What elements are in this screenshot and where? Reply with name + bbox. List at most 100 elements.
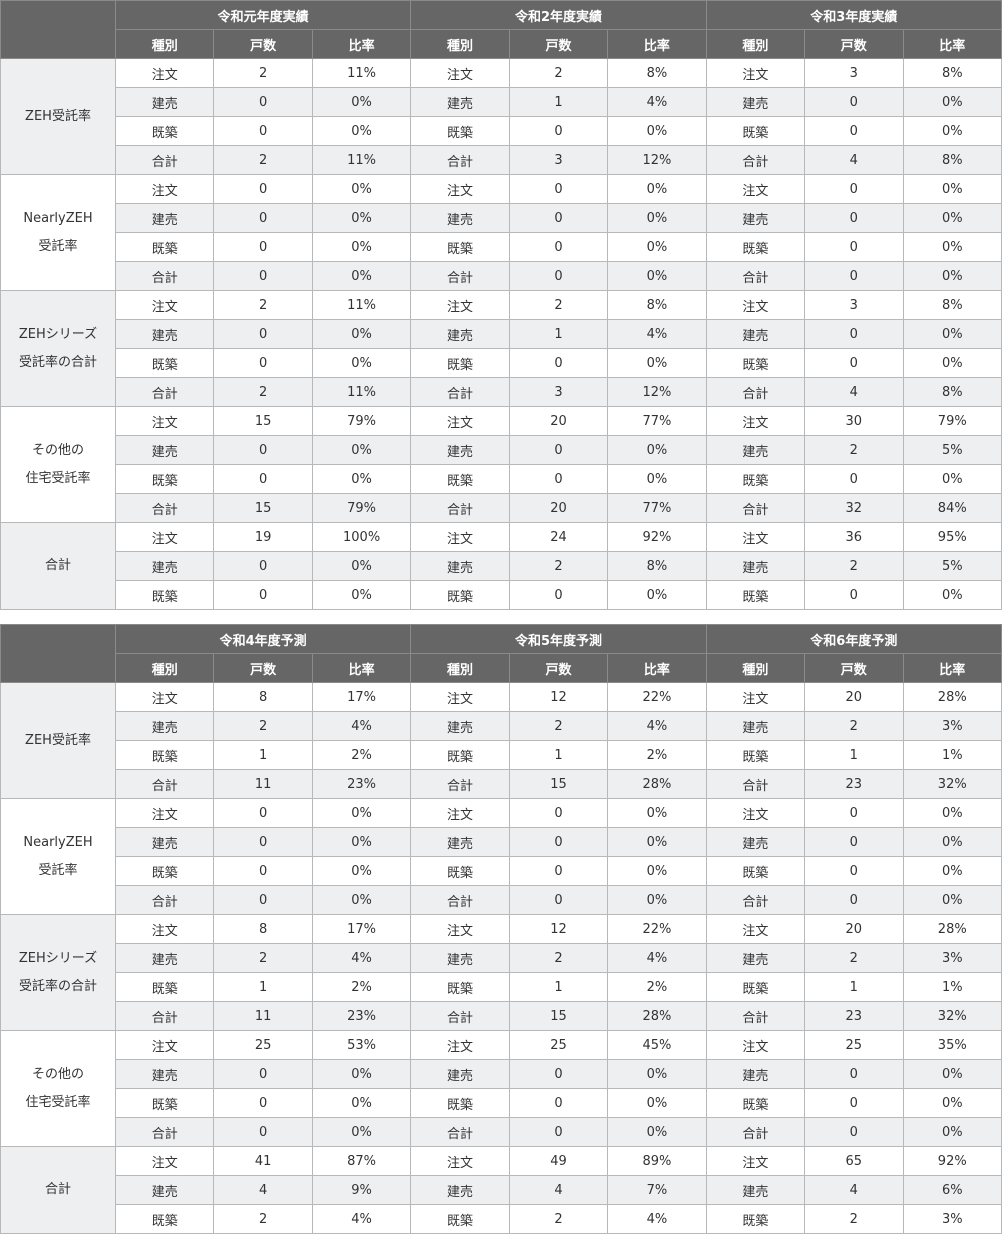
rate-cell: 0% [607,116,707,146]
type-cell: 既築 [114,348,215,378]
type-cell: 合計 [705,769,806,799]
rate-cell: 8% [607,290,707,320]
count-cell: 0 [213,1059,313,1089]
count-cell: 20 [804,914,904,944]
count-cell: 0 [508,116,609,146]
count-cell: 0 [508,827,609,857]
rate-cell: 0% [902,464,1002,494]
rate-cell: 28% [607,1001,707,1031]
type-cell: 既築 [114,232,215,262]
type-cell: 建売 [114,551,215,581]
count-cell: 3 [508,377,609,407]
corner-header [0,0,116,59]
table-row: 合計 0 0% 合計 0 0% 合計 0 0% [1,1117,1002,1147]
type-cell: 注文 [410,406,510,436]
table-row: 建売 0 0% 建売 1 4% 建売 0 0% [1,319,1002,349]
count-cell: 0 [508,203,609,233]
type-cell: 注文 [114,1030,215,1060]
rate-cell: 0% [311,348,412,378]
type-cell: 注文 [114,682,215,712]
type-cell: 建売 [705,319,806,349]
count-cell: 25 [508,1030,609,1060]
count-cell: 20 [508,493,609,523]
rate-cell: 17% [311,682,412,712]
type-cell: 合計 [114,145,215,175]
rate-cell: 79% [311,493,412,523]
rate-cell: 79% [311,406,412,436]
count-cell: 23 [804,1001,904,1031]
type-cell: 建売 [410,827,510,857]
table-row: 既築 0 0% 既築 0 0% 既築 0 0% [1,464,1002,494]
rate-cell: 3% [902,1204,1002,1234]
table-row: 建売 2 4% 建売 2 4% 建売 2 3% [1,711,1002,741]
count-cell: 1 [508,87,609,117]
section-label: ZEH受託率 [0,58,116,175]
type-cell: 注文 [410,290,510,320]
rate-cell: 0% [902,203,1002,233]
count-cell: 2 [804,1204,904,1234]
type-cell: 合計 [114,493,215,523]
corner-header [0,624,116,683]
count-cell: 24 [508,522,609,552]
type-cell: 既築 [410,232,510,262]
count-cell: 12 [508,914,609,944]
rate-cell: 28% [902,682,1002,712]
count-cell: 0 [508,261,609,291]
type-cell: 合計 [114,885,215,915]
count-cell: 0 [804,232,904,262]
count-cell: 0 [213,348,313,378]
rate-cell: 3% [902,943,1002,973]
rate-cell: 0% [902,319,1002,349]
rate-cell: 17% [311,914,412,944]
rate-cell: 0% [311,87,412,117]
count-cell: 65 [804,1146,904,1176]
type-cell: 既築 [705,116,806,146]
type-cell: 注文 [705,406,806,436]
table-row: 合計 0 0% 合計 0 0% 合計 0 0% [1,261,1002,291]
type-cell: 既築 [114,580,215,610]
column-header: 比率 [902,653,1002,683]
rate-cell: 2% [311,972,412,1002]
count-cell: 2 [508,943,609,973]
table-row: ZEH受託率 注文 8 17% 注文 12 22% 注文 20 28% [0,682,1002,799]
table-row: 合計 2 11% 合計 3 12% 合計 4 8% [1,377,1002,407]
type-cell: 合計 [410,769,510,799]
count-cell: 0 [508,856,609,886]
count-cell: 0 [804,798,904,828]
column-header: 比率 [607,29,707,59]
count-cell: 25 [804,1030,904,1060]
rate-cell: 8% [902,290,1002,320]
type-cell: 既築 [410,972,510,1002]
count-cell: 2 [213,377,313,407]
type-cell: 既築 [410,1088,510,1118]
rate-cell: 0% [902,798,1002,828]
type-cell: 注文 [114,174,215,204]
rate-cell: 23% [311,1001,412,1031]
rate-cell: 4% [607,711,707,741]
type-cell: 合計 [114,261,215,291]
count-cell: 49 [508,1146,609,1176]
type-cell: 既築 [114,1204,215,1234]
count-cell: 32 [804,493,904,523]
type-cell: 注文 [705,290,806,320]
count-cell: 36 [804,522,904,552]
type-cell: 合計 [410,1117,510,1147]
type-cell: 合計 [705,145,806,175]
count-cell: 0 [804,203,904,233]
year-header-row: 令和4年度予測 令和5年度予測 令和6年度予測 [0,624,1002,683]
type-cell: 注文 [114,406,215,436]
rate-cell: 0% [311,203,412,233]
count-cell: 19 [213,522,313,552]
count-cell: 0 [213,203,313,233]
type-cell: 合計 [705,1001,806,1031]
count-cell: 2 [213,943,313,973]
rate-cell: 0% [607,827,707,857]
count-cell: 0 [804,319,904,349]
rate-cell: 8% [607,58,707,88]
type-cell: 合計 [705,261,806,291]
table-row: 建売 2 4% 建売 2 4% 建売 2 3% [1,943,1002,973]
count-cell: 4 [508,1175,609,1205]
rate-cell: 6% [902,1175,1002,1205]
rate-cell: 2% [607,740,707,770]
rate-cell: 0% [902,116,1002,146]
